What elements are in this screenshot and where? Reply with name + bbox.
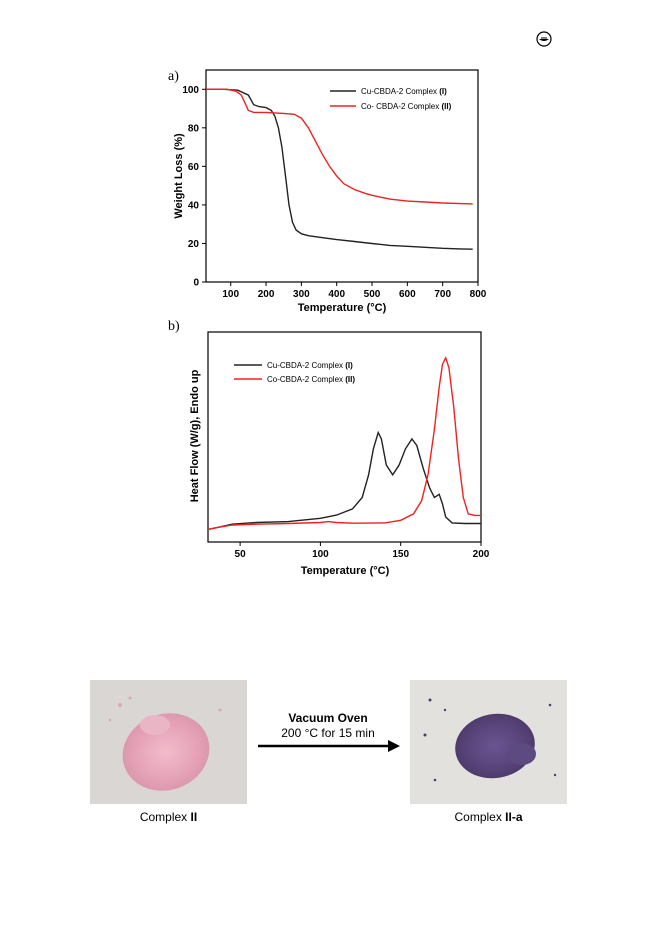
x-tick-label: 400	[328, 289, 345, 300]
x-tick-label: 50	[235, 549, 247, 560]
x-tick-label: 700	[434, 289, 451, 300]
process-arrow: Vacuum Oven 200 °C for 15 min	[258, 711, 408, 761]
x-ticks: 50 100 150 200	[235, 542, 490, 560]
series-line-co	[206, 88, 473, 205]
x-tick-label: 600	[399, 289, 416, 300]
x-tick-label: 100	[312, 549, 329, 560]
y-tick-label: 20	[188, 239, 200, 250]
y-ticks: 0 20 40 60 80 100	[182, 85, 206, 289]
y-tick-label: 40	[188, 200, 200, 211]
legend-label-cu: Cu-CBDA-2 Complex (I)	[267, 361, 353, 370]
x-tick-label: 200	[473, 549, 490, 560]
x-axis-title: Temperature (°C)	[301, 565, 390, 577]
x-axis-title: Temperature (°C)	[298, 302, 387, 314]
complex-ii-photo	[90, 680, 247, 804]
series-line-cu	[207, 430, 481, 531]
series-line-cu	[206, 88, 473, 250]
plot-area: 50 100 150 200	[207, 331, 490, 560]
legend: Cu-CBDA-2 Complex (I) Co-CBDA-2 Complex …	[234, 361, 355, 384]
caption-complex-ii: Complex II	[139, 810, 198, 824]
panel-label-b: b)	[168, 319, 180, 334]
series-line-co	[207, 355, 481, 531]
dsc-chart: b) 50 100 150 200 Temperature (°C) Heat Flo…	[168, 319, 490, 577]
y-axis-title: Weight Loss (%)	[173, 133, 185, 219]
x-tick-label: 150	[392, 549, 409, 560]
caption-complex-ii-a: Complex II-a	[454, 810, 523, 824]
y-axis-title: Heat Flow (W/g), Endo up	[189, 369, 201, 502]
y-tick-label: 100	[182, 85, 199, 96]
circle-logo-icon	[536, 31, 552, 47]
x-tick-label: 200	[258, 289, 275, 300]
complex-ii-a-photo	[410, 680, 567, 804]
legend-label-co: Co-CBDA-2 Complex (II)	[267, 375, 355, 384]
series-group	[206, 88, 473, 250]
y-tick-label: 60	[188, 162, 200, 173]
legend-label-co: Co- CBDA-2 Complex (II)	[361, 102, 452, 111]
plot-frame	[207, 331, 482, 543]
plot-frame	[205, 69, 479, 283]
arrow-icon	[258, 740, 400, 752]
arrow-title: Vacuum Oven	[288, 711, 368, 725]
x-tick-label: 500	[364, 289, 381, 300]
series-group	[207, 355, 481, 531]
arrow-subtitle: 200 °C for 15 min	[281, 726, 375, 740]
legend: Cu-CBDA-2 Complex (I) Co- CBDA-2 Complex…	[330, 87, 452, 111]
panel-label-a: a)	[168, 69, 179, 84]
x-tick-label: 800	[470, 289, 487, 300]
y-tick-label: 0	[193, 278, 199, 289]
x-ticks: 100 200 300 400 500 600 700 800	[222, 282, 487, 300]
legend-label-cu: Cu-CBDA-2 Complex (I)	[361, 87, 447, 96]
tga-chart: a) 100 200 300 400 500 600 700 800 020406080100…	[168, 69, 487, 314]
x-tick-label: 100	[222, 289, 239, 300]
plot-area: 100 200 300 400 500 600 700 800 0 20 40 60 80 100	[182, 69, 487, 300]
x-tick-label: 300	[293, 289, 310, 300]
y-tick-label: 80	[188, 123, 200, 134]
